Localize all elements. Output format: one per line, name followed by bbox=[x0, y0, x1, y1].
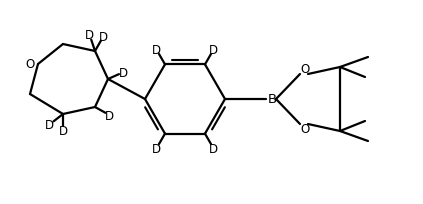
Text: O: O bbox=[25, 58, 35, 71]
Text: D: D bbox=[209, 44, 218, 57]
Text: B: B bbox=[267, 93, 277, 106]
Text: D: D bbox=[119, 66, 128, 79]
Text: O: O bbox=[300, 63, 310, 76]
Text: D: D bbox=[152, 142, 161, 155]
Text: D: D bbox=[99, 31, 108, 43]
Text: O: O bbox=[300, 123, 310, 136]
Text: D: D bbox=[85, 29, 94, 42]
Text: D: D bbox=[58, 125, 68, 138]
Text: D: D bbox=[209, 142, 218, 155]
Text: D: D bbox=[105, 109, 115, 122]
Text: D: D bbox=[45, 118, 54, 131]
Text: D: D bbox=[152, 44, 161, 57]
